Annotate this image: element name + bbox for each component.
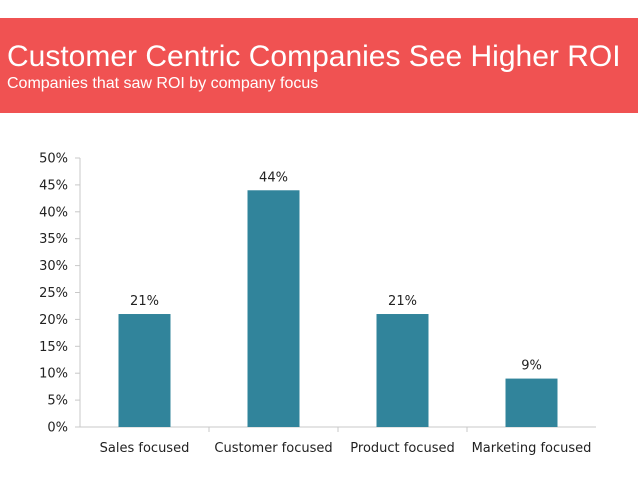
title-banner: Customer Centric Companies See Higher RO… xyxy=(0,18,638,113)
bar-marketing-focused xyxy=(505,378,558,427)
data-label: 21% xyxy=(130,294,159,309)
y-tick-label: 45% xyxy=(39,178,68,193)
y-tick-label: 50% xyxy=(39,152,68,167)
bar-customer-focused xyxy=(247,190,300,427)
y-tick-label: 0% xyxy=(47,421,68,436)
data-label: 44% xyxy=(259,170,288,185)
x-tick-label: Sales focused xyxy=(100,441,190,456)
slide-title: Customer Centric Companies See Higher RO… xyxy=(7,40,621,73)
y-tick-label: 5% xyxy=(47,394,68,409)
bar-sales-focused xyxy=(118,314,171,427)
y-axis: 0% 5% 10% 15% 20% 25% 30% 35% 40% 45% 50% xyxy=(39,152,81,436)
data-labels: 21% 44% 21% 9% xyxy=(130,170,542,373)
x-tick-label: Marketing focused xyxy=(472,441,592,456)
y-tick-label: 20% xyxy=(39,313,68,328)
slide-subtitle: Companies that saw ROI by company focus xyxy=(7,75,319,92)
bar-product-focused xyxy=(376,314,429,427)
y-tick-label: 40% xyxy=(39,205,68,220)
y-tick-label: 15% xyxy=(39,340,68,355)
x-tick-label: Customer focused xyxy=(214,441,332,456)
y-tick-label: 10% xyxy=(39,367,68,382)
bars xyxy=(118,190,558,427)
x-axis: Sales focused Customer focused Product foc… xyxy=(80,426,596,456)
data-label: 9% xyxy=(521,359,542,374)
data-label: 21% xyxy=(388,294,417,309)
x-tick-label: Product focused xyxy=(350,441,454,456)
y-tick-label: 25% xyxy=(39,286,68,301)
y-tick-label: 30% xyxy=(39,259,68,274)
y-tick-label: 35% xyxy=(39,232,68,247)
